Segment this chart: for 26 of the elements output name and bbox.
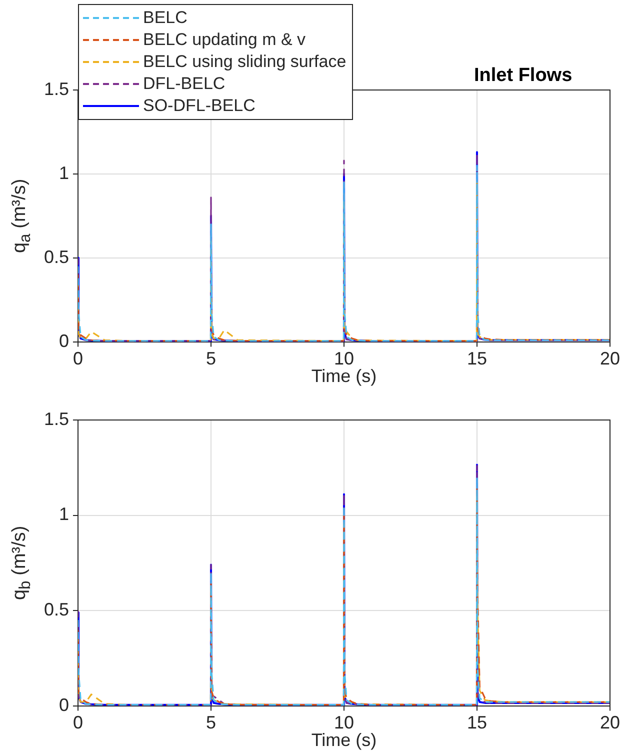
x-tick-label: 20: [600, 348, 620, 369]
y-tick-label: 1.5: [44, 408, 69, 429]
x-tick-label: 15: [466, 348, 488, 369]
x-axis-title: Time (s): [311, 730, 377, 750]
x-tick-label: 10: [334, 348, 354, 369]
x-tick-label: 15: [466, 712, 488, 733]
legend-label: BELC updating m & v: [143, 30, 306, 50]
x-tick-label: 0: [72, 712, 84, 733]
x-tick-label: 0: [72, 348, 84, 369]
x-tick-label: 5: [206, 712, 216, 733]
y-tick-label: 0.5: [44, 246, 69, 267]
x-axis-title: Time (s): [311, 366, 377, 386]
chart-title: Inlet Flows: [474, 65, 572, 87]
x-tick-label: 10: [334, 712, 354, 733]
y-tick-label: 0: [58, 694, 69, 715]
x-tick-label: 5: [206, 348, 216, 369]
y-tick-label: 0.5: [44, 600, 69, 620]
y-tick-label: 1: [58, 162, 69, 183]
x-tick-label: 20: [600, 712, 620, 733]
legend-label: BELC: [143, 8, 188, 28]
y-tick-label: 1: [58, 504, 69, 524]
legend-label: SO-DFL-BELC: [143, 96, 256, 116]
y-tick-label: 0: [58, 330, 69, 351]
legend-label: BELC using sliding surface: [143, 52, 346, 72]
legend-label: DFL-BELC: [143, 74, 226, 94]
y-tick-label: 1.5: [44, 78, 69, 99]
